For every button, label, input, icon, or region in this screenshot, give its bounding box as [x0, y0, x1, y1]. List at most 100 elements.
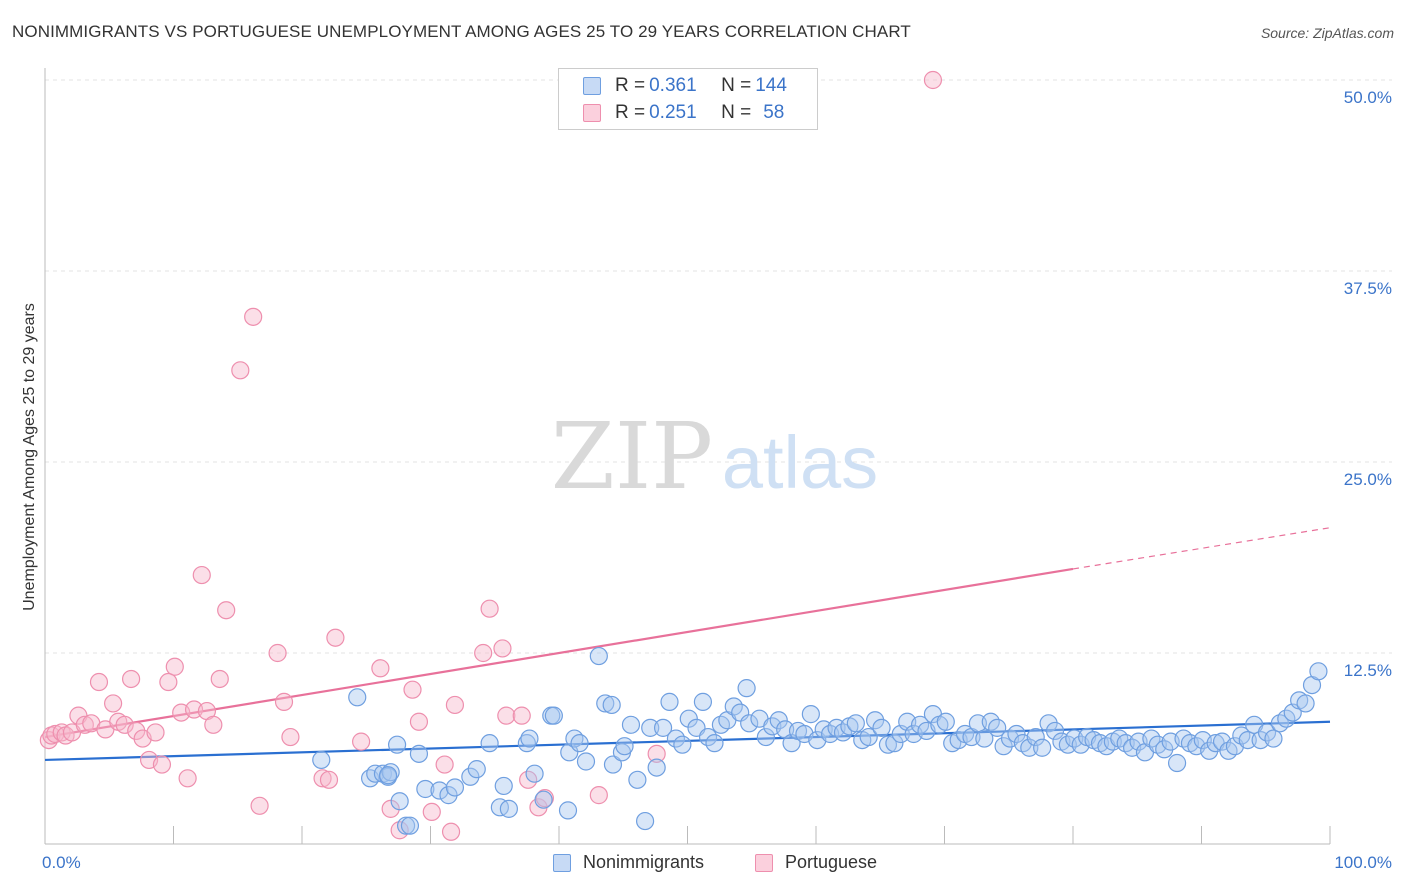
data-point-nonimmigrants: [673, 735, 692, 754]
y-tick-label: 25.0%: [1343, 470, 1392, 489]
data-point-nonimmigrants: [756, 727, 775, 747]
data-point-portuguese: [250, 796, 269, 815]
axes: [44, 68, 1331, 845]
watermark-atlas: atlas: [722, 421, 878, 504]
data-point-nonimmigrants: [1039, 714, 1058, 733]
data-point-portuguese: [231, 361, 250, 380]
data-point-nonimmigrants: [975, 729, 994, 748]
data-point-nonimmigrants: [653, 718, 673, 737]
data-point-portuguese: [178, 769, 197, 788]
bottom-legend-label: Nonimmigrants: [583, 852, 705, 872]
data-point-nonimmigrants: [400, 816, 420, 835]
x-tick-label: 100.0%: [1334, 853, 1392, 872]
data-point-portuguese: [647, 744, 666, 763]
trend-line-portuguese-extension: [1072, 527, 1331, 570]
data-point-nonimmigrants: [936, 712, 955, 731]
data-point-nonimmigrants: [859, 727, 878, 747]
data-point-nonimmigrants: [1155, 740, 1174, 759]
data-point-nonimmigrants: [596, 694, 615, 713]
data-point-portuguese: [192, 565, 211, 585]
data-point-nonimmigrants: [439, 786, 458, 805]
data-point-nonimmigrants: [445, 778, 465, 797]
bottom-legend-label: Portuguese: [785, 852, 878, 872]
legend-r-value: 0.361: [649, 75, 697, 96]
data-point-nonimmigrants: [1264, 729, 1283, 748]
data-point-portuguese: [244, 307, 263, 326]
legend-r-label: R =: [615, 75, 646, 96]
data-point-nonimmigrants: [603, 755, 623, 774]
legend-row-nonimmigrants: R = 0.361 N = 144: [583, 73, 787, 99]
x-tick-label: 0.0%: [42, 853, 81, 872]
data-point-portuguese: [493, 639, 512, 658]
data-point-nonimmigrants: [660, 692, 679, 711]
data-point-portuguese: [204, 715, 223, 734]
data-point-nonimmigrants: [348, 688, 367, 707]
data-point-nonimmigrants: [628, 770, 647, 789]
data-point-nonimmigrants: [494, 776, 513, 796]
data-point-portuguese: [146, 723, 165, 742]
data-point-nonimmigrants: [1309, 662, 1328, 681]
data-point-nonimmigrants: [635, 811, 655, 831]
data-point-nonimmigrants: [558, 801, 578, 820]
data-point-nonimmigrants: [570, 734, 589, 753]
data-point-portuguese: [512, 706, 531, 725]
y-tick-label: 50.0%: [1343, 88, 1392, 107]
data-point-portuguese: [497, 706, 516, 725]
data-point-nonimmigrants: [499, 799, 518, 818]
data-point-nonimmigrants: [994, 737, 1013, 756]
legend-n-label: N =: [721, 102, 752, 123]
data-point-nonimmigrants: [846, 714, 865, 733]
legend-swatch-pink: [583, 104, 601, 122]
data-point-nonimmigrants: [615, 737, 634, 756]
data-point-portuguese: [115, 715, 134, 734]
data-point-portuguese: [104, 694, 123, 713]
data-point-nonimmigrants: [1045, 721, 1065, 741]
legend-r-label: R =: [615, 102, 646, 123]
data-point-portuguese: [403, 680, 422, 699]
data-point-nonimmigrants: [602, 695, 621, 715]
data-point-nonimmigrants: [534, 790, 553, 809]
data-point-nonimmigrants: [544, 706, 563, 725]
data-point-nonimmigrants: [1167, 753, 1187, 773]
legend-n-label: N =: [721, 75, 752, 96]
data-point-nonimmigrants: [1020, 738, 1039, 757]
data-point-portuguese: [441, 822, 461, 841]
source-label: Source: ZipAtlas.com: [1260, 25, 1394, 41]
data-point-portuguese: [121, 669, 141, 689]
data-point-portuguese: [474, 643, 493, 663]
data-point-nonimmigrants: [461, 767, 480, 786]
legend-n-value: 144: [755, 75, 787, 96]
data-point-portuguese: [159, 672, 178, 692]
data-point-portuguese: [352, 732, 371, 751]
legend-swatch-blue: [583, 77, 601, 95]
data-point-portuguese: [435, 755, 454, 774]
chart-title: NONIMMIGRANTS VS PORTUGUESE UNEMPLOYMENT…: [12, 22, 911, 41]
data-point-nonimmigrants: [647, 758, 666, 777]
data-point-portuguese: [210, 669, 229, 689]
data-point-nonimmigrants: [1026, 727, 1045, 747]
data-point-nonimmigrants: [589, 646, 608, 666]
data-point-nonimmigrants: [769, 711, 788, 730]
data-points: [39, 70, 1328, 841]
data-point-nonimmigrants: [878, 735, 898, 754]
data-point-nonimmigrants: [576, 752, 596, 771]
data-point-nonimmigrants: [381, 763, 400, 782]
data-point-portuguese: [165, 657, 184, 676]
data-point-nonimmigrants: [409, 744, 429, 763]
data-point-portuguese: [422, 802, 441, 822]
data-point-portuguese: [281, 727, 300, 747]
data-point-portuguese: [589, 786, 608, 805]
data-point-portuguese: [217, 601, 236, 620]
data-point-nonimmigrants: [737, 679, 756, 698]
data-point-portuguese: [923, 70, 943, 90]
data-point-portuguese: [89, 672, 109, 692]
data-point-portuguese: [127, 721, 146, 741]
data-point-nonimmigrants: [621, 715, 641, 734]
data-point-nonimmigrants: [390, 792, 409, 811]
bottom-legend-swatch-blue: [553, 853, 571, 872]
data-point-portuguese: [152, 755, 172, 774]
data-point-portuguese: [268, 643, 287, 663]
data-point-nonimmigrants: [872, 718, 891, 737]
data-point-nonimmigrants: [378, 766, 398, 785]
